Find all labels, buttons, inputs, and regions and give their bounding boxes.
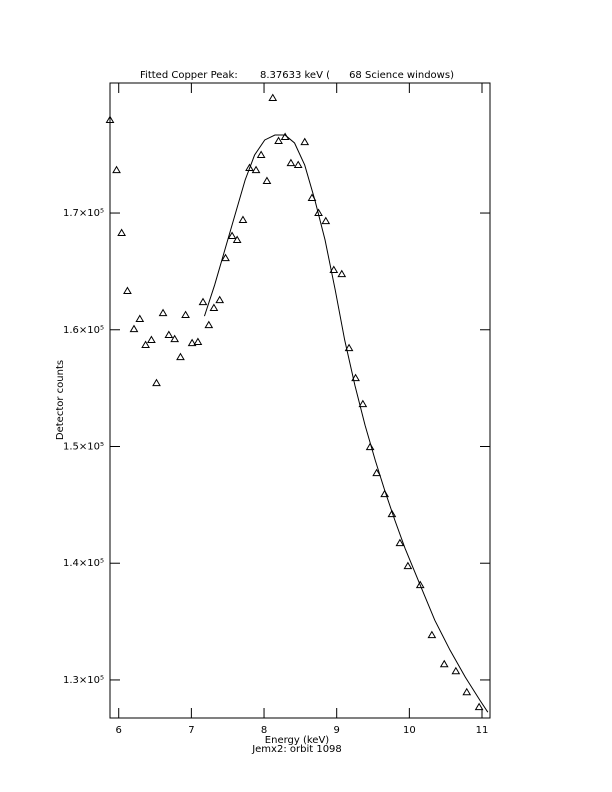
x-tick-label: 9 — [334, 725, 340, 736]
data-point — [387, 509, 397, 518]
data-point — [187, 338, 197, 347]
x-tick-label: 10 — [403, 725, 416, 736]
data-point — [251, 165, 261, 174]
data-point — [176, 352, 185, 361]
data-point — [403, 561, 413, 570]
data-point — [380, 489, 390, 498]
data-point — [321, 216, 331, 225]
data-point — [451, 666, 461, 675]
data-point — [152, 378, 161, 387]
data-point — [215, 295, 225, 304]
y-axis-label: Detector counts — [55, 360, 66, 440]
plot-frame — [109, 82, 491, 719]
x-tick-label: 7 — [188, 725, 194, 736]
data-point — [262, 176, 272, 185]
y-tick-label: 1.5×10⁵ — [63, 441, 104, 452]
y-tick-label: 1.3×10⁵ — [63, 675, 104, 686]
chart-title: Fitted Copper Peak: 8.37633 keV ( 68 Sci… — [140, 70, 454, 81]
data-point — [329, 265, 339, 273]
data-point — [129, 324, 139, 333]
data-point — [395, 538, 405, 547]
x-tick-label: 11 — [476, 725, 489, 736]
x-tick-label: 8 — [261, 725, 267, 736]
data-point — [337, 269, 347, 278]
data-point — [204, 320, 214, 329]
data-point — [147, 335, 156, 344]
data-point — [462, 687, 472, 696]
data-point — [158, 308, 168, 317]
data-point — [117, 228, 126, 236]
data-point — [227, 231, 237, 240]
y-tick-label: 1.4×10⁵ — [63, 558, 104, 569]
data-point — [300, 137, 310, 146]
data-point — [365, 442, 375, 451]
data-point — [181, 310, 190, 319]
data-point — [193, 337, 203, 346]
data-point — [274, 136, 283, 145]
data-point — [344, 343, 354, 352]
y-tick-label: 1.7×10⁵ — [63, 208, 104, 219]
subtitle: Jemx2: orbit 1098 — [251, 744, 342, 755]
data-point — [238, 215, 248, 224]
x-axis-label: Energy (keV) — [265, 735, 330, 746]
data-point — [268, 93, 278, 102]
data-point — [198, 297, 208, 306]
data-point — [123, 286, 132, 295]
data-point — [256, 150, 266, 159]
data-point — [135, 314, 145, 323]
data-point — [358, 399, 368, 408]
data-point — [164, 330, 174, 339]
data-point — [286, 158, 296, 167]
data-point — [245, 163, 254, 171]
data-point — [232, 235, 242, 243]
data-point — [372, 468, 382, 477]
y-tick-label: 1.6×10⁵ — [63, 325, 104, 336]
data-point — [141, 340, 150, 349]
data-point — [351, 373, 360, 382]
data-point — [209, 303, 219, 312]
fit-curve — [203, 134, 489, 713]
data-point — [293, 160, 303, 169]
data-point — [105, 115, 115, 124]
data-point — [427, 630, 437, 639]
data-point — [474, 702, 484, 711]
x-tick-label: 6 — [116, 725, 122, 736]
data-point — [439, 659, 449, 668]
data-point — [415, 580, 425, 589]
data-point — [112, 165, 121, 174]
data-point — [170, 334, 180, 343]
data-point — [221, 253, 230, 262]
